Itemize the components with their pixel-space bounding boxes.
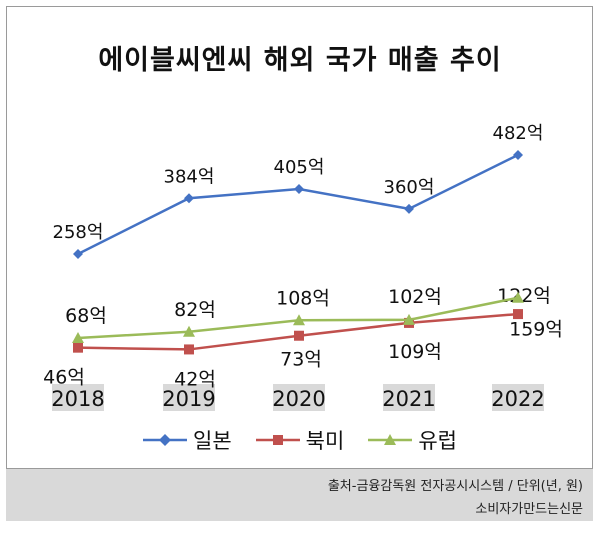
data-label-japan: 482억	[493, 123, 544, 144]
data-point-europe	[183, 325, 195, 337]
data-label-north-america: 102억	[388, 286, 442, 308]
data-label-europe: 108억	[276, 287, 330, 309]
category-band	[383, 384, 435, 411]
legend-label-europe: 유럽	[418, 429, 457, 453]
category-band	[273, 384, 325, 411]
data-point-japan	[404, 203, 414, 214]
data-label-north-america: 122억	[497, 285, 551, 307]
legend-marker-europe-icon	[368, 434, 413, 445]
data-point-japan	[184, 193, 194, 204]
legend-label-north-america: 북미	[305, 429, 345, 453]
legend: 일본 북미 유럽	[0, 425, 600, 455]
category-label: 2021	[382, 387, 435, 411]
data-label-north-america: 73억	[280, 349, 322, 371]
data-point-europe	[512, 291, 524, 303]
category-band	[52, 384, 104, 411]
category-label: 2018	[51, 387, 104, 411]
category-label: 2022	[491, 387, 544, 411]
data-point-north-america	[73, 342, 83, 353]
category-label: 2020	[272, 387, 325, 411]
data-label-europe: 109억	[388, 341, 442, 363]
category-band	[163, 384, 215, 411]
legend-item-europe: 유럽	[368, 425, 457, 455]
data-point-japan	[513, 149, 523, 160]
data-point-japan	[294, 183, 304, 194]
data-label-europe: 82억	[174, 299, 216, 321]
data-label-north-america: 42억	[174, 368, 216, 390]
data-point-japan	[73, 248, 83, 259]
data-point-europe	[72, 331, 84, 343]
data-point-north-america	[513, 309, 523, 320]
data-label-north-america: 46억	[43, 367, 85, 389]
source-text: 출처-금융감독원 전자공시시스템 / 단위(년, 원)	[327, 479, 583, 494]
data-point-north-america	[294, 330, 304, 341]
data-label-japan: 405억	[274, 157, 325, 178]
publisher-text: 소비자가만드는신문	[475, 502, 583, 517]
legend-item-japan: 일본	[143, 425, 232, 455]
category-band	[492, 384, 544, 411]
legend-item-north-america: 북미	[255, 425, 345, 455]
chart-title: 에이블씨엔씨 해외 국가 매출 추이	[98, 45, 502, 76]
source-footer: 출처-금융감독원 전자공시시스템 / 단위(년, 원) 소비자가만드는신문	[6, 469, 593, 521]
data-point-europe	[403, 313, 415, 325]
data-label-europe: 159억	[509, 319, 563, 341]
data-point-europe	[293, 314, 305, 326]
data-label-europe: 68억	[65, 305, 107, 327]
legend-label-japan: 일본	[193, 429, 232, 453]
data-label-japan: 384억	[164, 166, 215, 187]
data-point-north-america	[184, 344, 194, 355]
data-label-japan: 360억	[384, 177, 435, 198]
data-label-japan: 258억	[53, 222, 104, 243]
legend-marker-japan-icon	[143, 434, 188, 446]
category-label: 2019	[162, 387, 215, 411]
legend-marker-north-america-icon	[255, 435, 300, 445]
